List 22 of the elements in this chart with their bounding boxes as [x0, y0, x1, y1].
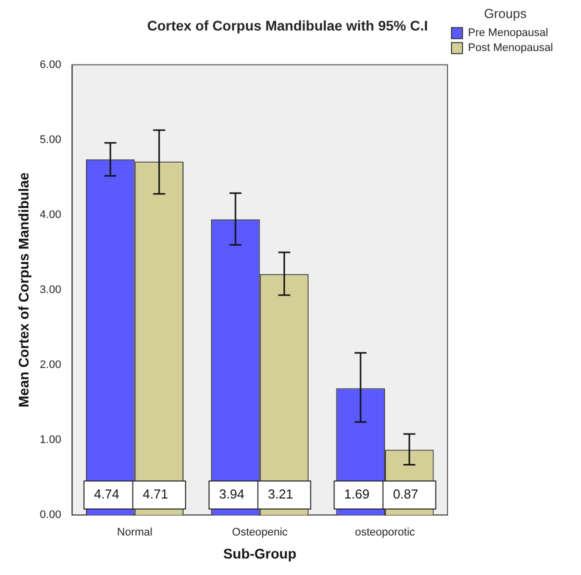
chart-title: Cortex of Corpus Mandibulae with 95% C.I — [147, 17, 428, 34]
data-label: 0.87 — [392, 486, 418, 502]
y-axis-title: Mean Cortex of Corpus Mandibulae — [15, 172, 32, 408]
legend-label: Post Menopausal — [468, 42, 553, 54]
y-tick-label: 5.00 — [40, 134, 62, 146]
data-label: 4.74 — [94, 486, 120, 502]
data-label: 4.71 — [142, 486, 168, 502]
y-tick-label: 0.00 — [40, 509, 62, 522]
data-label: 3.21 — [268, 486, 294, 502]
y-tick-label: 2.00 — [40, 358, 62, 371]
legend-title: Groups — [484, 6, 528, 22]
y-tick-label: 3.00 — [40, 284, 62, 296]
x-tick-label: osteoporotic — [354, 526, 416, 539]
y-tick-label: 1.00 — [40, 434, 62, 446]
x-tick-label: Osteopenic — [232, 526, 288, 539]
data-label: 3.94 — [219, 486, 244, 502]
data-label: 1.69 — [344, 486, 370, 502]
x-tick-label: Normal — [117, 526, 152, 539]
y-tick-label: 4.00 — [40, 208, 62, 221]
x-axis-title: Sub-Group — [223, 545, 296, 562]
y-tick-label: 6.00 — [40, 58, 62, 71]
legend-label: Pre Menopausal — [468, 27, 548, 40]
